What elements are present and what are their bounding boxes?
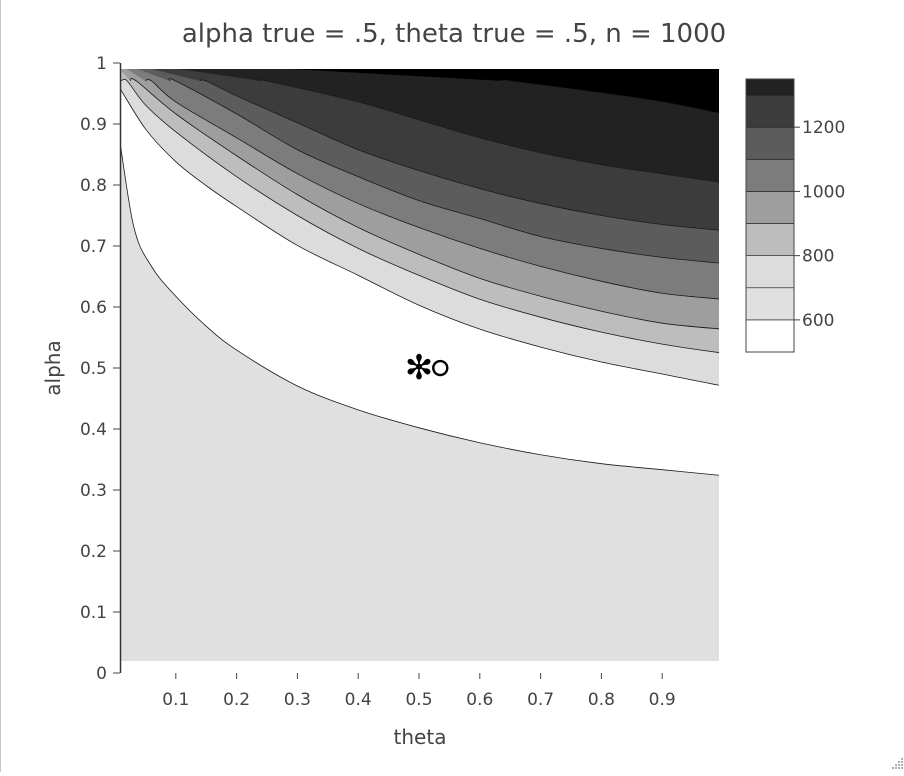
y-tick-label: 0.3 — [80, 481, 107, 501]
y-tick-label: 0.9 — [80, 115, 107, 135]
y-tick-label: 0.6 — [80, 298, 107, 318]
contour-line-800 — [121, 78, 719, 353]
x-tick-label: 0.1 — [162, 690, 189, 710]
contour-line-700 — [121, 89, 719, 386]
page-border — [0, 0, 1, 772]
x-tick-label: 0.6 — [466, 690, 493, 710]
y-axis: 0 0.1 0.2 0.3 0.4 0.5 0.6 0.7 0.8 0.9 1 — [80, 54, 120, 684]
y-tick-label: 0.1 — [80, 603, 107, 623]
colorbar-band-700 — [745, 255, 795, 289]
x-tick-label: 0.3 — [284, 690, 311, 710]
contour-line-1000 — [145, 79, 719, 300]
y-tick-label: 0.8 — [80, 176, 107, 196]
x-tick-label: 0.9 — [649, 690, 676, 710]
contour-line-1100 — [168, 78, 719, 264]
contour-band-1400 — [289, 69, 719, 114]
colorbar-tick-label: 1000 — [802, 182, 845, 202]
x-tick-label: 0.5 — [405, 690, 432, 710]
contour-band-1300 — [179, 69, 719, 183]
y-tick-label: 0 — [96, 664, 107, 684]
colorbar-tick-label: 800 — [802, 247, 834, 267]
y-tick-label: 0.5 — [80, 359, 107, 379]
colorbar-band-1100 — [745, 126, 795, 160]
colorbar-band-600 — [745, 287, 795, 321]
x-tick-label: 0.4 — [345, 690, 372, 710]
x-tick-label: 0.7 — [527, 690, 554, 710]
y-tick-label: 1 — [96, 54, 107, 74]
y-axis-label: alpha — [41, 340, 65, 395]
x-axis: 0.1 0.2 0.3 0.4 0.5 0.6 0.7 0.8 0.9 — [162, 673, 676, 710]
contour-line-1400 — [501, 79, 719, 114]
colorbar-band-1300 — [745, 78, 795, 96]
colorbar-frame — [745, 78, 795, 353]
y-tick-label: 0.7 — [80, 237, 107, 257]
colorbar-band-900 — [745, 191, 795, 224]
contour-line-900 — [129, 78, 719, 330]
colorbar-band-1000 — [745, 158, 795, 192]
colorbar: 600 800 1000 1200 — [745, 78, 845, 353]
colorbar-band-800 — [745, 223, 795, 256]
x-tick-label: 0.8 — [588, 690, 615, 710]
plot-area[interactable] — [109, 59, 731, 667]
x-tick-label: 0.2 — [223, 690, 250, 710]
marker-asterisk-icon: ✻ — [405, 348, 434, 388]
y-tick-label: 0.2 — [80, 542, 107, 562]
colorbar-band-1200 — [745, 94, 795, 128]
marker-open-circle — [432, 359, 449, 377]
colorbar-tick-label: 600 — [802, 311, 834, 331]
bottom-strip — [121, 661, 719, 667]
chart-title: alpha true = .5, theta true = .5, n = 10… — [182, 19, 726, 49]
resize-grip-icon[interactable] — [886, 754, 904, 772]
contour-line-600 — [121, 145, 719, 476]
colorbar-band-500 — [745, 319, 795, 353]
markers: ✻ — [405, 348, 449, 388]
y-tick-label: 0.4 — [80, 420, 107, 440]
x-axis-label: theta — [394, 725, 447, 749]
contour-line-1200 — [200, 79, 719, 231]
colorbar-tick-label: 1200 — [802, 118, 845, 138]
contour-line-1300 — [257, 79, 719, 183]
